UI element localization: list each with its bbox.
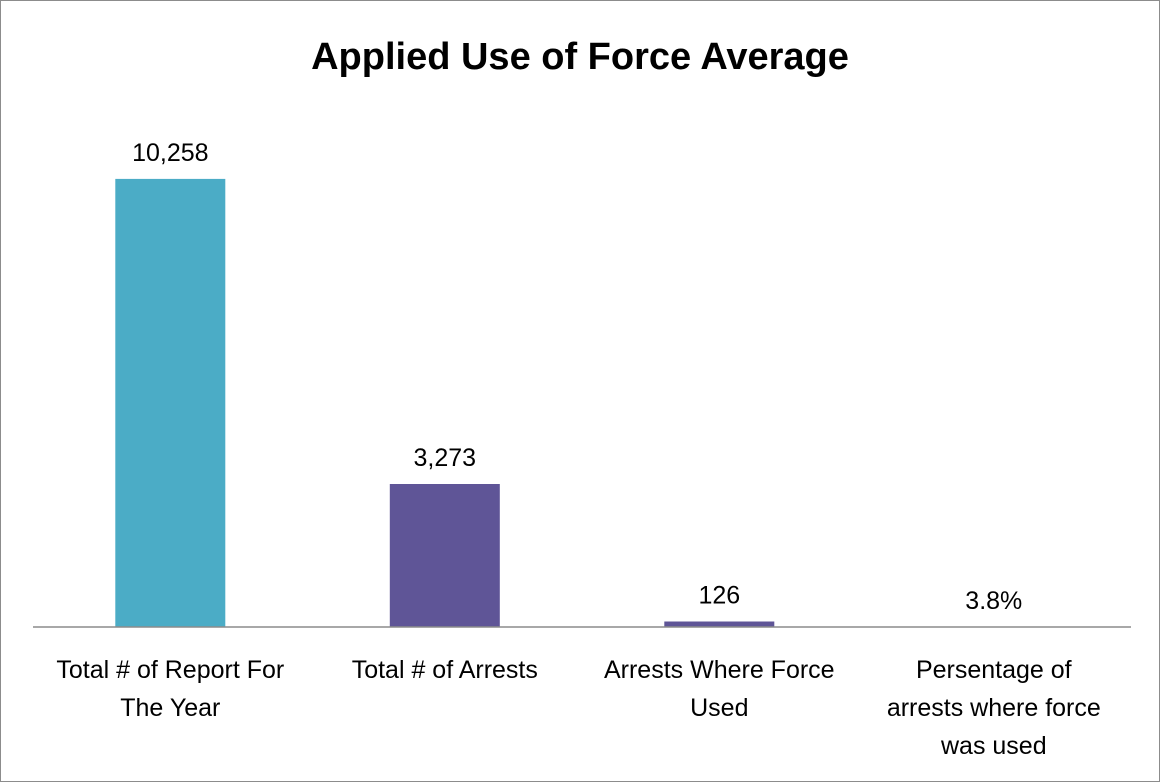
category-label-line: The Year bbox=[120, 694, 220, 722]
category-label-line: was used bbox=[940, 732, 1047, 760]
category-label-line: Total # of Arrests bbox=[352, 656, 538, 684]
bars-layer bbox=[115, 178, 1049, 627]
bar-3 bbox=[664, 621, 775, 627]
category-label-line: Persentage of bbox=[916, 656, 1072, 684]
category-label-3: Arrests Where Force Used bbox=[604, 656, 835, 722]
data-label-2: 3,273 bbox=[414, 444, 477, 472]
category-label-2: Total # of Arrests bbox=[352, 656, 538, 684]
bar-2 bbox=[389, 484, 500, 627]
category-label-line: arrests where force bbox=[887, 694, 1101, 722]
category-label-4: Persentage of arrests where force was used bbox=[887, 656, 1101, 760]
data-label-3: 126 bbox=[698, 582, 740, 610]
bar-1 bbox=[115, 178, 226, 627]
category-label-line: Arrests Where Force bbox=[604, 656, 835, 684]
data-label-4: 3.8% bbox=[965, 587, 1022, 615]
category-label-line: Used bbox=[690, 694, 748, 722]
data-label-1: 10,258 bbox=[132, 139, 208, 167]
category-label-line: Total # of Report For bbox=[56, 656, 284, 684]
data-labels-layer: 10,258 3,273 126 3.8% bbox=[132, 139, 1022, 615]
chart-title: Applied Use of Force Average bbox=[311, 36, 849, 78]
category-label-1: Total # of Report For The Year bbox=[56, 656, 284, 722]
